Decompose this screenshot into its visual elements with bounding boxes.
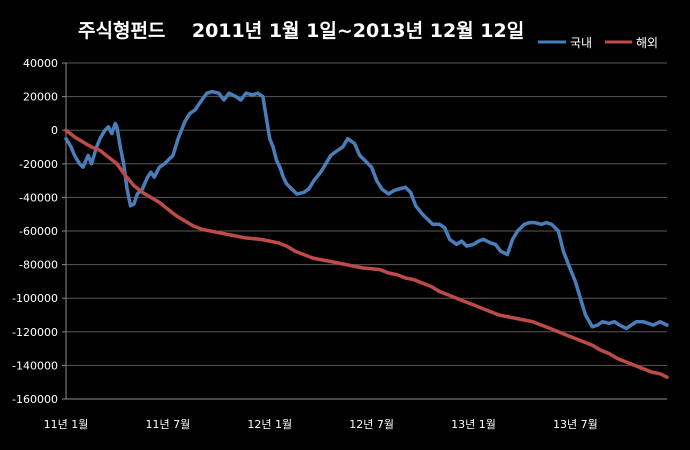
x-tick-label: 13년 1월 [451,418,496,431]
legend-label-domestic: 국내 [570,36,592,50]
y-tick-label: -100000 [12,292,58,305]
y-tick-label: -160000 [12,393,58,406]
y-tick-label: 0 [51,124,58,137]
chart-title: 주식형펀드 2011년 1월 1일~2013년 12월 12일 [78,20,524,42]
x-tick-label: 13년 7월 [553,418,598,431]
series-line-overseas [64,128,669,379]
x-tick-label: 11년 7월 [145,418,190,431]
y-tick-label: 20000 [23,91,58,104]
y-tick-label: -80000 [19,259,58,272]
x-tick-label: 11년 1월 [44,418,89,431]
y-tick-label: -140000 [12,359,58,372]
series-lines [64,89,669,379]
y-tick-label: -60000 [19,225,58,238]
y-tick-label: -40000 [19,191,58,204]
y-tick-label: 40000 [23,57,58,70]
y-tick-labels: 40000 20000 0 -20000 -40000 -60000 -80000 -1000… [12,57,58,406]
y-tick-label: -20000 [19,158,58,171]
axes [65,63,667,400]
x-tick-label: 12년 7월 [349,418,394,431]
x-tick-labels: 11년 1월 11년 7월 12년 1월 12년 7월 13년 1월 13년 7월 [44,418,598,431]
x-tick-label: 12년 1월 [247,418,292,431]
legend-label-overseas: 해외 [636,36,658,50]
y-tick-label: -120000 [12,326,58,339]
legend: 국내 해외 [538,36,658,50]
